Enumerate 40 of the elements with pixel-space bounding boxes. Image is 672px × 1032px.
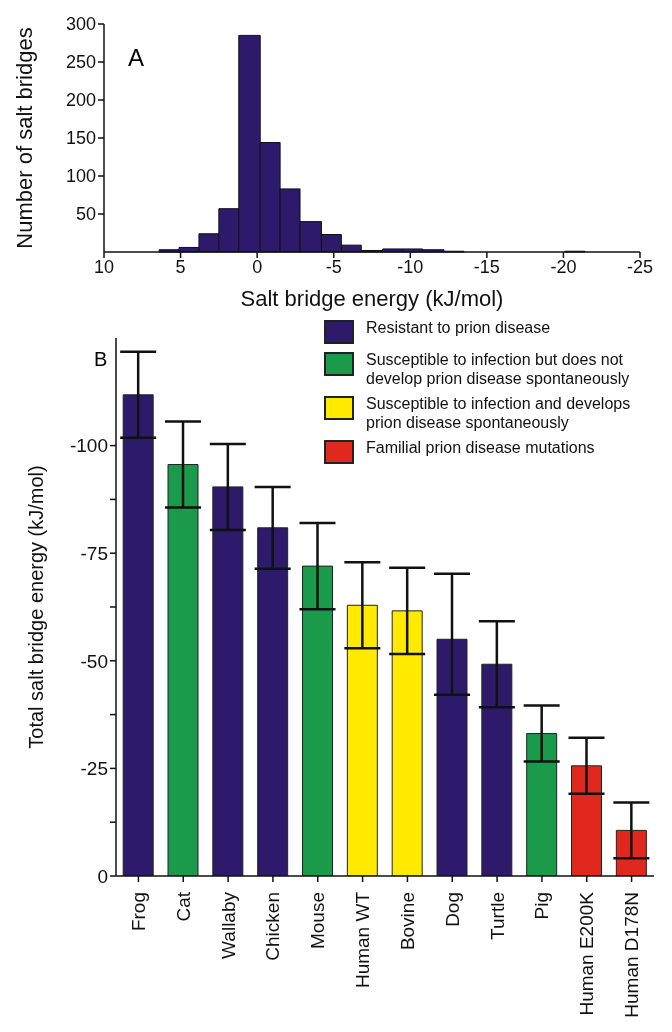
y-axis-title: Total salt bridge energy (kJ/mol) — [25, 465, 48, 749]
x-tick-label: Cat — [172, 891, 194, 922]
y-tick-label: 250 — [65, 52, 96, 73]
x-tick-label: Pig — [531, 892, 553, 920]
y-tick-label: -75 — [80, 542, 108, 564]
x-tick-label: Frog — [127, 892, 149, 932]
y-tick-label: 150 — [65, 128, 96, 149]
x-tick-label: Human E200K — [576, 891, 598, 1016]
x-tick-label: Human D178N — [621, 892, 643, 1018]
x-axis-title: Salt bridge energy (kJ/mol) — [240, 286, 504, 311]
x-tick-label: Chicken — [262, 892, 284, 961]
y-tick-label: 300 — [65, 14, 96, 35]
text: B — [94, 348, 108, 371]
legend-label: Susceptible to infection and develops prion disease spontaneously — [366, 394, 632, 432]
x-tick-label: Bovine — [396, 892, 418, 951]
legend-label: Resistant to prion disease — [366, 318, 551, 337]
x-tick-label: 0 — [252, 256, 263, 277]
legend-label: Susceptible to infection but does not develop prion disease spontaneously — [366, 350, 631, 388]
x-tick-label: 5 — [175, 256, 186, 277]
y-tick-label: 50 — [75, 204, 96, 225]
x-tick-label: Dog — [441, 892, 463, 927]
y-tick-label: -25 — [80, 758, 108, 780]
x-tick-label: Turtle — [486, 892, 508, 940]
y-tick-label: -50 — [80, 650, 108, 672]
x-tick-label: -15 — [473, 256, 500, 277]
x-tick-label: -20 — [550, 256, 577, 277]
x-tick-label: Mouse — [307, 892, 329, 950]
x-tick-label: -5 — [325, 256, 342, 277]
x-tick-label: -10 — [397, 256, 424, 277]
y-tick-label: 0 — [97, 865, 108, 887]
y-axis-title: Number of salt bridges — [11, 27, 37, 249]
y-tick-label: 200 — [65, 90, 96, 111]
x-tick-label: Wallaby — [217, 891, 239, 959]
y-tick-label: 100 — [65, 166, 96, 187]
x-tick-label: -25 — [626, 256, 654, 277]
legend-label: Familial prion disease mutations — [366, 438, 595, 457]
x-tick-label: Human WT — [352, 891, 374, 989]
y-tick-label: -100 — [69, 435, 108, 457]
annotation: A — [128, 44, 145, 72]
x-tick-label: 10 — [93, 256, 115, 277]
